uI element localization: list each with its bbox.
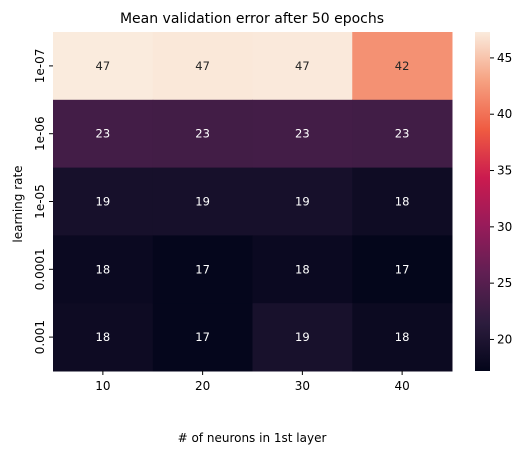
heatmap-cell xyxy=(352,99,453,169)
cell-value-label: 18 xyxy=(295,262,310,276)
cell-value-label: 19 xyxy=(195,195,210,209)
y-axis-label: learning rate xyxy=(11,165,25,242)
cell-value-label: 23 xyxy=(195,127,210,141)
heatmap-cell xyxy=(152,167,253,236)
cell-value-label: 18 xyxy=(395,195,410,209)
cell-value-label: 17 xyxy=(195,330,210,344)
y-tick-label: 0.0001 xyxy=(33,248,47,290)
heatmap-cell xyxy=(152,303,253,372)
cell-value-label: 23 xyxy=(96,127,111,141)
cell-value-label: 47 xyxy=(195,59,210,73)
colorbar-tick-label: 35 xyxy=(497,164,512,178)
cell-value-label: 19 xyxy=(96,195,111,209)
heatmap-cell xyxy=(252,235,353,304)
cell-value-label: 17 xyxy=(395,262,410,276)
cell-value-label: 18 xyxy=(96,330,111,344)
heatmap-cell xyxy=(352,235,453,304)
y-tick-label: 1e-06 xyxy=(33,116,47,151)
heatmap-cell xyxy=(53,235,154,304)
y-tick-label: 0.001 xyxy=(33,320,47,354)
heatmap-cell xyxy=(152,99,253,169)
y-tick-label: 1e-07 xyxy=(33,49,47,84)
cell-value-label: 19 xyxy=(295,330,310,344)
cell-value-label: 17 xyxy=(195,262,210,276)
x-tick-label: 30 xyxy=(295,379,310,393)
heatmap-cell xyxy=(53,303,154,372)
heatmap-cell xyxy=(53,167,154,236)
colorbar-tick-label: 30 xyxy=(497,220,512,234)
colorbar-ticks: 20 25 30 35 40 45 xyxy=(490,51,512,346)
heatmap-cell xyxy=(252,32,353,101)
cell-value-label: 47 xyxy=(96,59,111,73)
heatmap-cell xyxy=(152,32,253,101)
heatmap-cell xyxy=(352,167,453,236)
cell-value-label: 23 xyxy=(295,127,310,141)
cell-value-label: 18 xyxy=(395,330,410,344)
y-tick-label: 1e-05 xyxy=(33,184,47,219)
colorbar xyxy=(475,32,490,371)
heatmap-cell xyxy=(53,32,154,101)
colorbar-tick-label: 40 xyxy=(497,107,512,121)
x-tick-label: 10 xyxy=(95,379,110,393)
heatmap-cell xyxy=(152,235,253,304)
colorbar-tick-label: 25 xyxy=(497,276,512,290)
cell-value-label: 42 xyxy=(395,59,410,73)
colorbar-tick-label: 20 xyxy=(497,332,512,346)
chart-title: Mean validation error after 50 epochs xyxy=(120,11,384,27)
colorbar-tick-label: 45 xyxy=(497,51,512,65)
heatmap-cell xyxy=(352,32,453,101)
cell-value-label: 18 xyxy=(96,262,111,276)
cell-value-label: 19 xyxy=(295,195,310,209)
x-tick-label: 40 xyxy=(394,379,409,393)
heatmap-cell xyxy=(252,99,353,169)
heatmap-cells xyxy=(53,32,453,372)
x-tick-label: 20 xyxy=(195,379,210,393)
cell-value-label: 23 xyxy=(395,127,410,141)
x-axis-ticks: 10 20 30 40 xyxy=(95,371,410,393)
heatmap-cell xyxy=(252,303,353,372)
cell-value-label: 47 xyxy=(295,59,310,73)
heatmap-cell xyxy=(352,303,453,372)
y-axis-ticks: 1e-07 1e-06 1e-05 0.0001 0.001 xyxy=(33,49,53,354)
x-axis-label: # of neurons in 1st layer xyxy=(178,431,327,445)
heatmap-cell xyxy=(53,99,154,169)
heatmap-cell-labels: 47 47 47 42 23 23 23 23 19 19 19 18 18 17 18 17 18 17 19 18 xyxy=(96,59,410,344)
heatmap-cell xyxy=(252,167,353,236)
